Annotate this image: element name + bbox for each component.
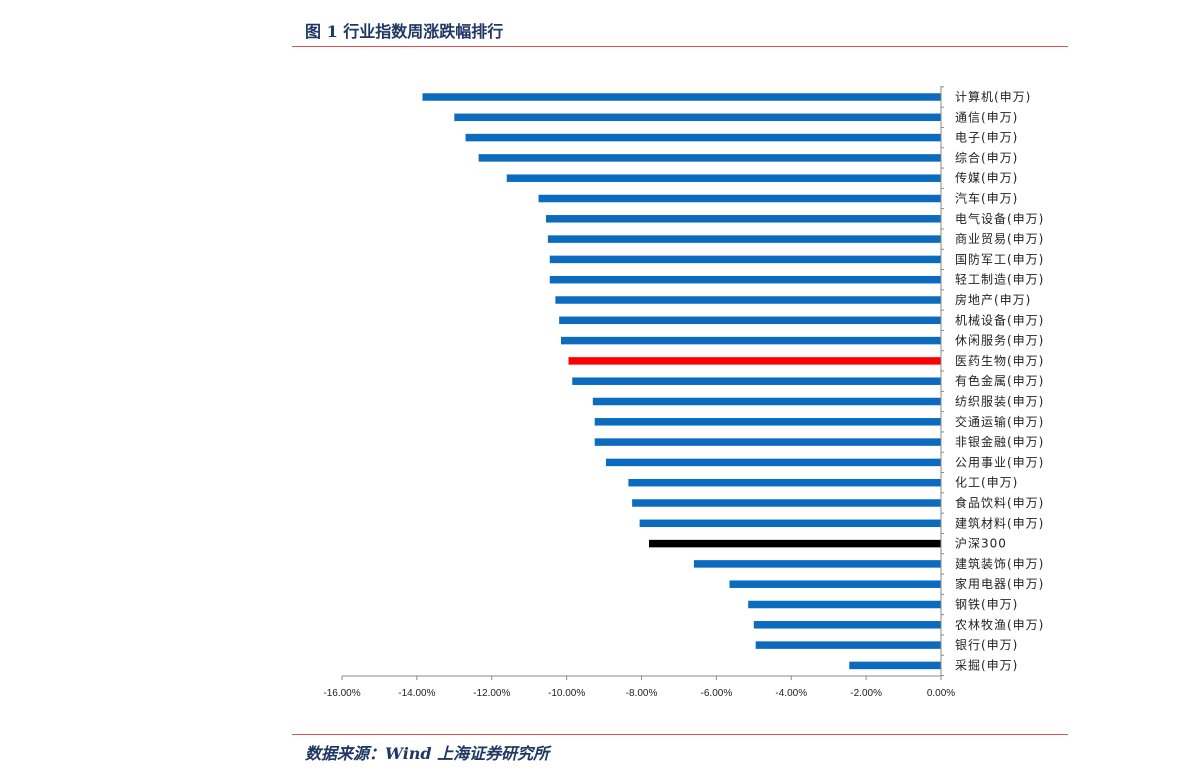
bar: [729, 580, 941, 588]
category-label: 食品饮料(申万): [955, 495, 1044, 510]
bar: [849, 661, 941, 670]
bar: [753, 621, 941, 629]
x-tick-label: -4.00%: [775, 688, 807, 699]
footer-divider: [292, 734, 1068, 735]
bar: [478, 154, 941, 162]
figure-title: 图 1 行业指数周涨跌幅排行: [305, 22, 504, 41]
category-label: 轻工制造(申万): [955, 273, 1044, 287]
x-tick-label: -8.00%: [626, 688, 658, 699]
category-label: 采掘(申万): [955, 657, 1018, 672]
category-label: 综合(申万): [955, 150, 1018, 165]
bar: [555, 296, 941, 304]
category-label: 化工(申万): [955, 476, 1018, 490]
category-label: 建筑材料(申万): [955, 515, 1044, 530]
bar: [547, 235, 941, 243]
category-label: 休闲服务(申万): [955, 333, 1044, 348]
category-label: 计算机(申万): [955, 89, 1031, 104]
category-label: 交通运输(申万): [955, 414, 1044, 429]
bar: [465, 133, 941, 142]
category-label: 国防军工(申万): [955, 251, 1044, 266]
category-label: 有色金属(申万): [955, 373, 1044, 388]
category-label: 传媒(申万): [955, 170, 1018, 185]
bar: [549, 275, 941, 284]
x-tick-label: -2.00%: [850, 688, 882, 699]
bar: [572, 377, 941, 385]
category-label: 农林牧渔(申万): [955, 618, 1044, 632]
bar: [454, 113, 941, 122]
bar: [605, 458, 941, 467]
x-tick-label: -14.00%: [398, 688, 435, 699]
bar: [506, 174, 941, 182]
source-note: 数据来源：Wind 上海证券研究所: [305, 744, 550, 763]
bar: [546, 215, 941, 223]
x-tick-label: -12.00%: [473, 688, 510, 699]
category-label: 钢铁(申万): [955, 598, 1018, 612]
bar: [639, 519, 941, 528]
category-label: 纺织服装(申万): [955, 395, 1044, 409]
bar: [559, 316, 941, 325]
bar: [755, 641, 941, 649]
bar: [592, 397, 941, 406]
bar: [594, 438, 941, 446]
category-label: 家用电器(申万): [955, 576, 1044, 591]
bar: [693, 560, 941, 568]
x-tick-label: 0.00%: [927, 688, 955, 699]
title-divider: [292, 46, 1068, 47]
bar: [549, 255, 941, 264]
x-tick-label: -10.00%: [548, 688, 585, 699]
category-label: 沪深300: [955, 537, 1007, 551]
category-label: 通信(申万): [955, 110, 1018, 124]
category-label: 房地产(申万): [955, 292, 1031, 307]
bar: [748, 600, 941, 609]
x-tick-label: -6.00%: [701, 688, 733, 699]
category-label: 机械设备(申万): [955, 312, 1044, 327]
category-label: 电子(申万): [955, 131, 1018, 145]
category-label: 银行(申万): [955, 638, 1018, 652]
category-label: 公用事业(申万): [955, 455, 1044, 469]
x-tick-label: -16.00%: [323, 688, 360, 699]
bar: [568, 357, 941, 365]
category-label: 医药生物(申万): [955, 354, 1044, 368]
bar: [632, 499, 941, 507]
category-label: 非银金融(申万): [955, 434, 1044, 449]
bar: [594, 418, 941, 426]
category-label: 建筑装饰(申万): [955, 556, 1044, 571]
bar: [561, 336, 941, 345]
bar: [422, 93, 942, 101]
bar: [648, 539, 941, 548]
category-label: 电气设备(申万): [955, 211, 1044, 226]
category-label: 商业贸易(申万): [955, 231, 1044, 246]
category-label: 汽车(申万): [955, 191, 1018, 206]
bar: [628, 478, 941, 487]
bar: [538, 194, 941, 203]
